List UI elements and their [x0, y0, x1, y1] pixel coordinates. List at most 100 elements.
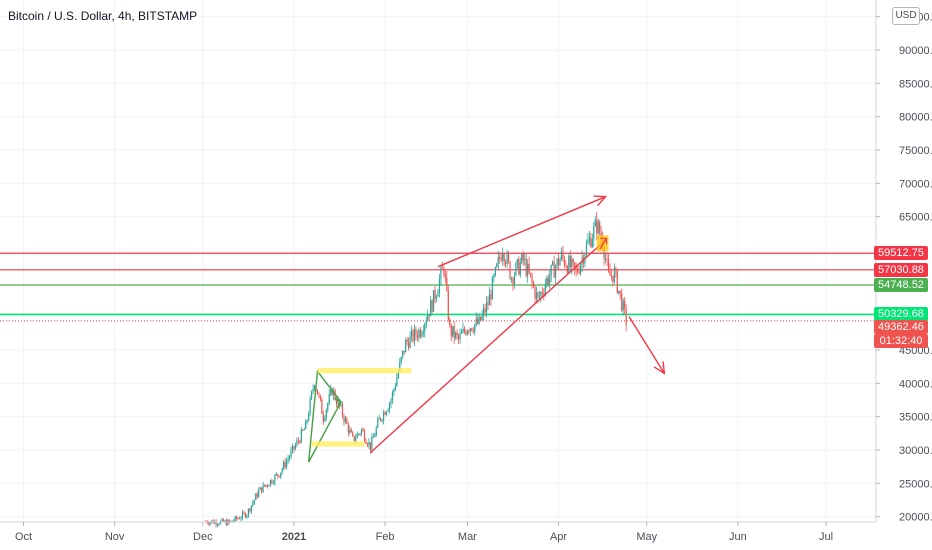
candle-body [568, 256, 570, 273]
candle-body [607, 259, 610, 271]
time-axis[interactable]: Oct Nov Dec 2021 Feb Mar Apr May Jun Jul [15, 522, 833, 543]
candle-body [625, 308, 627, 325]
candle-body [391, 392, 394, 401]
candle-body [435, 296, 438, 300]
y-tick-label: 20000.00 [899, 512, 932, 524]
candle-body [258, 490, 260, 497]
candle-body [241, 512, 244, 518]
candle-body [343, 415, 345, 422]
candle-body [482, 308, 485, 315]
x-tick-label: Feb [376, 531, 395, 543]
candle-body [413, 328, 416, 341]
candle-body [408, 342, 410, 349]
candle-body [480, 316, 482, 321]
candle-body [437, 292, 439, 297]
candle-body [299, 441, 301, 443]
candle-body [537, 292, 539, 297]
candle-body [252, 502, 254, 506]
candle-body [236, 516, 238, 519]
last-price-tag: 49362.46 [874, 320, 928, 334]
candle-body [540, 292, 542, 297]
candle-body [528, 263, 530, 273]
candle-body [255, 493, 257, 500]
candle-body [355, 438, 357, 442]
y-tick-label: 85000.00 [899, 78, 932, 90]
drawings [307, 195, 666, 463]
candle-body [288, 456, 291, 459]
candle-body [443, 268, 445, 274]
candle-body [347, 423, 349, 433]
candle-body [321, 399, 323, 414]
candle-body [353, 435, 355, 442]
candle-body [457, 335, 460, 340]
candle-body [463, 328, 466, 332]
candle-body [303, 429, 305, 431]
candle-body [358, 433, 360, 435]
candle-body [590, 237, 592, 248]
candle-body [475, 318, 477, 325]
candle-body [571, 259, 573, 268]
candle-body [532, 282, 535, 287]
candle-body [622, 300, 624, 311]
candle-body [231, 520, 233, 522]
candle-body [559, 259, 561, 266]
candle-body [471, 328, 473, 331]
candle-body [613, 268, 615, 283]
y-tick-label: 80000.00 [899, 112, 932, 124]
candle-body [485, 302, 488, 313]
candle-body [616, 270, 618, 293]
candle-body [419, 329, 421, 337]
candle-body [450, 325, 452, 336]
candle-body [615, 268, 617, 271]
y-tick-label: 45000.00 [899, 345, 932, 357]
candle-body [366, 443, 369, 446]
candle-body [522, 253, 524, 260]
y-tick-label: 75000.00 [899, 145, 932, 157]
candle-body [500, 258, 502, 261]
candle-body [271, 480, 273, 484]
candle-body [606, 258, 608, 260]
candle-body [312, 388, 314, 392]
candle-body [244, 513, 247, 518]
candle-body [422, 331, 424, 334]
candle-body [618, 290, 620, 293]
candle-body [402, 350, 404, 358]
candle-body [621, 293, 623, 311]
candle-body [466, 330, 468, 335]
candle-body [397, 371, 399, 378]
candle-body [477, 318, 479, 324]
currency-button[interactable]: USD [892, 7, 920, 25]
candle-body [284, 462, 286, 467]
candle-body [259, 487, 261, 491]
candle-body [513, 275, 516, 284]
candle-body [578, 272, 580, 274]
candle-body [306, 420, 308, 422]
candle-body [313, 385, 316, 389]
x-tick-label: Apr [550, 531, 567, 543]
x-tick-label: Jul [819, 531, 833, 543]
candle-body [319, 395, 322, 400]
candle-body [325, 409, 327, 418]
candle-body [227, 520, 229, 526]
candle-body [297, 440, 299, 442]
candle-body [594, 219, 596, 227]
candle-body [340, 404, 342, 406]
candle-body [599, 221, 601, 234]
candle-body [403, 350, 405, 353]
candle-body [335, 399, 338, 405]
candle-body [585, 243, 588, 256]
candle-body [507, 253, 510, 262]
candle-body [431, 300, 433, 312]
candle-body [372, 437, 374, 439]
candles [205, 211, 627, 528]
candle-body [388, 403, 391, 410]
candle-body [228, 520, 230, 523]
candle-body [293, 445, 295, 449]
candle-body [544, 285, 546, 294]
candle-body [352, 432, 354, 436]
candle-body [287, 458, 289, 461]
chart-title: Bitcoin / U.S. Dollar, 4h, BITSTAMP [8, 9, 198, 23]
candle-body [344, 418, 347, 422]
candle-body [444, 273, 446, 278]
